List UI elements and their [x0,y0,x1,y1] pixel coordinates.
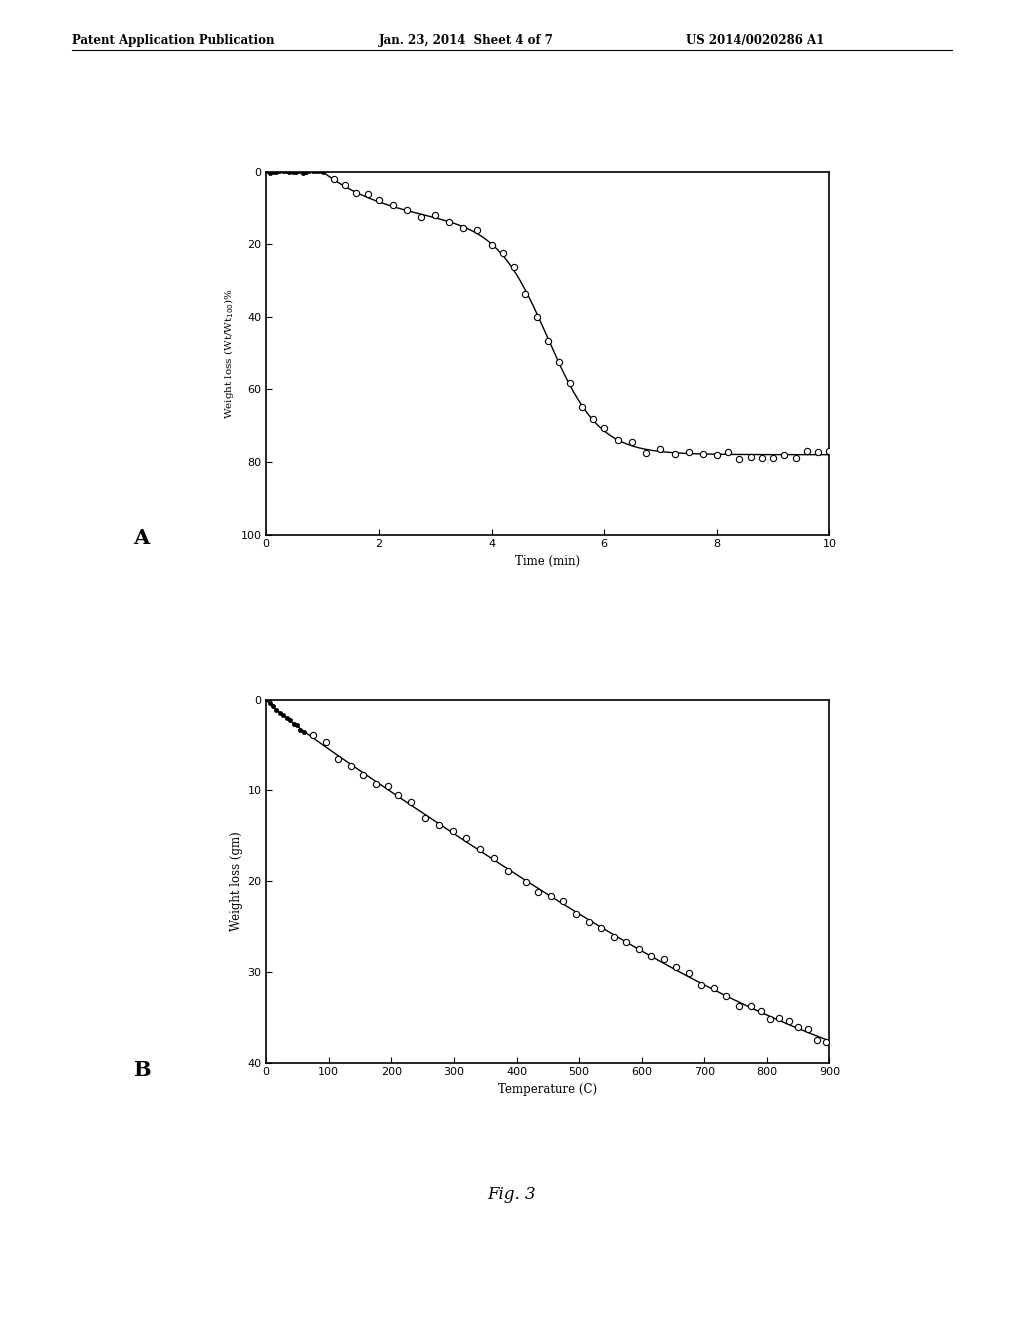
Text: Jan. 23, 2014  Sheet 4 of 7: Jan. 23, 2014 Sheet 4 of 7 [379,34,554,48]
Text: Fig. 3: Fig. 3 [487,1187,537,1203]
X-axis label: Time (min): Time (min) [515,554,581,568]
Text: B: B [133,1060,151,1080]
Text: A: A [133,528,150,548]
Y-axis label: Weight loss (Wt/Wt$_{100}$)%: Weight loss (Wt/Wt$_{100}$)% [222,288,237,418]
Y-axis label: Weight loss (gm): Weight loss (gm) [230,832,243,931]
Text: Patent Application Publication: Patent Application Publication [72,34,274,48]
X-axis label: Temperature (C): Temperature (C) [499,1082,597,1096]
Text: US 2014/0020286 A1: US 2014/0020286 A1 [686,34,824,48]
